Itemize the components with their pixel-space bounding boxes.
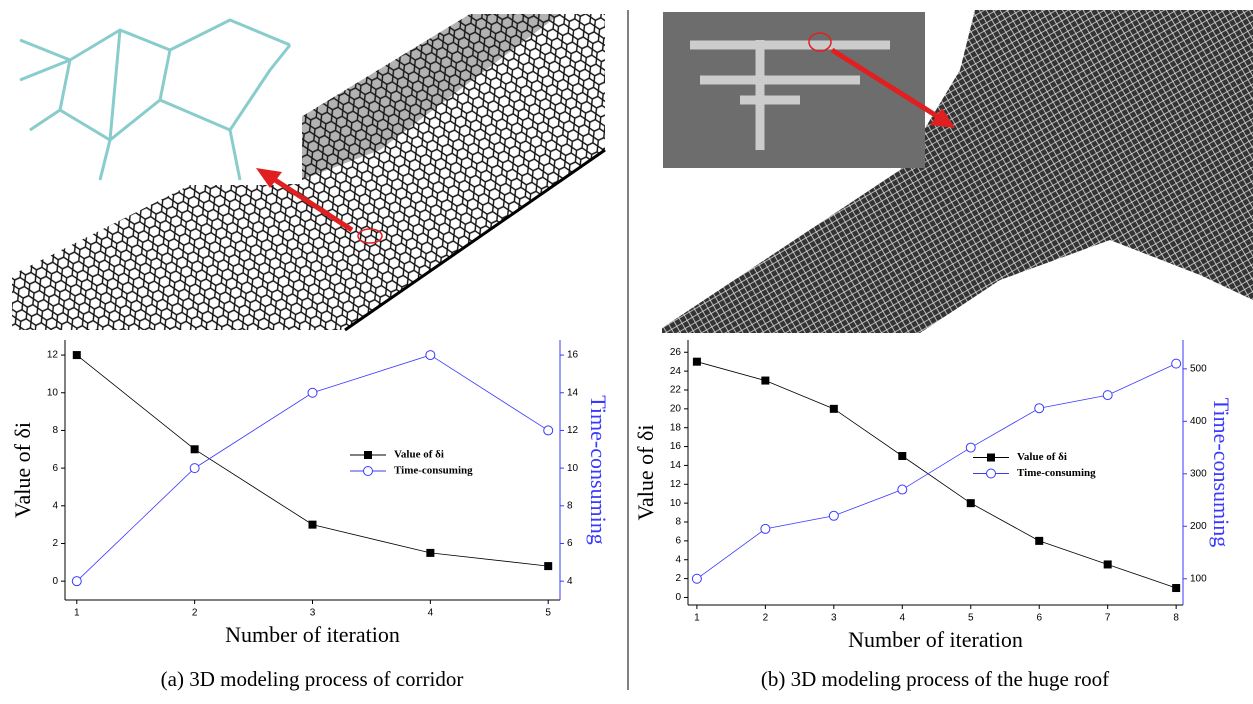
marker xyxy=(898,452,906,460)
x-axis-title: Number of iteration xyxy=(225,622,400,647)
x-tick-label: 3 xyxy=(310,608,316,619)
y2-tick-label: 14 xyxy=(567,387,579,398)
marker xyxy=(1035,537,1043,545)
x-tick-label: 4 xyxy=(428,608,434,619)
y2-tick-label: 12 xyxy=(567,425,579,436)
marker xyxy=(73,351,81,359)
x-tick-label: 2 xyxy=(192,608,198,619)
x-axis-title: Number of iteration xyxy=(848,627,1023,652)
corridor-model xyxy=(12,12,605,330)
y2-tick-label: 6 xyxy=(567,538,573,549)
roof-model xyxy=(662,10,1253,333)
y-tick-label: 12 xyxy=(47,350,59,361)
y2-tick-label: 500 xyxy=(1190,364,1207,375)
x-tick-label: 1 xyxy=(74,608,80,619)
y-tick-label: 26 xyxy=(670,347,682,358)
marker xyxy=(72,577,81,586)
marker xyxy=(1104,560,1112,568)
marker xyxy=(830,405,838,413)
y-axis-title: Value of δi xyxy=(10,422,35,518)
marker xyxy=(967,499,975,507)
y-tick-label: 24 xyxy=(670,366,682,377)
y-tick-label: 0 xyxy=(675,592,681,603)
y2-tick-label: 8 xyxy=(567,500,573,511)
y2-tick-label: 100 xyxy=(1190,573,1207,584)
y2-tick-label: 400 xyxy=(1190,416,1207,427)
marker xyxy=(544,562,552,570)
y-tick-label: 10 xyxy=(670,498,682,509)
y2-axis-title: Time-consuming xyxy=(586,395,611,545)
marker xyxy=(190,464,199,473)
y-tick-label: 6 xyxy=(52,463,58,474)
legend-label: Time-consuming xyxy=(1017,467,1096,479)
x-tick-label: 4 xyxy=(900,613,906,624)
y-tick-label: 4 xyxy=(52,500,58,511)
x-tick-label: 2 xyxy=(763,613,769,624)
y-tick-label: 4 xyxy=(675,554,681,565)
inset-detail xyxy=(12,12,302,184)
legend-label: Value of δi xyxy=(1017,451,1067,463)
x-tick-label: 1 xyxy=(694,613,700,624)
marker xyxy=(1172,584,1180,592)
y2-tick-label: 300 xyxy=(1190,468,1207,479)
marker xyxy=(426,351,435,360)
marker xyxy=(308,388,317,397)
legend-marker xyxy=(364,467,373,476)
y-tick-label: 16 xyxy=(670,441,682,452)
y2-tick-label: 10 xyxy=(567,463,579,474)
y-tick-label: 12 xyxy=(670,479,682,490)
y-tick-label: 2 xyxy=(675,573,681,584)
marker xyxy=(898,485,907,494)
marker xyxy=(693,358,701,366)
y-tick-label: 20 xyxy=(670,403,682,414)
y2-tick-label: 200 xyxy=(1190,521,1207,532)
marker xyxy=(1035,404,1044,413)
x-tick-label: 7 xyxy=(1105,613,1111,624)
x-tick-label: 5 xyxy=(968,613,974,624)
x-tick-label: 8 xyxy=(1173,613,1179,624)
y2-tick-label: 4 xyxy=(567,576,573,587)
marker xyxy=(1103,391,1112,400)
legend-label: Time-consuming xyxy=(394,465,473,477)
legend-label: Value of δi xyxy=(394,449,444,461)
marker xyxy=(426,549,434,557)
marker xyxy=(966,443,975,452)
y-tick-label: 10 xyxy=(47,387,59,398)
y-tick-label: 0 xyxy=(52,576,58,587)
y-tick-label: 2 xyxy=(52,538,58,549)
y2-axis-title: Time-consuming xyxy=(1209,398,1234,548)
marker xyxy=(692,574,701,583)
y-tick-label: 8 xyxy=(675,517,681,528)
y-tick-label: 22 xyxy=(670,385,682,396)
legend-marker xyxy=(987,469,996,478)
x-tick-label: 6 xyxy=(1036,613,1042,624)
x-tick-label: 3 xyxy=(831,613,837,624)
caption: (a) 3D modeling process of corridor xyxy=(161,667,464,691)
marker xyxy=(761,524,770,533)
series-line xyxy=(77,355,548,566)
y-axis-title: Value of δi xyxy=(633,425,658,521)
legend-marker xyxy=(364,451,372,459)
y-tick-label: 6 xyxy=(675,536,681,547)
marker xyxy=(309,521,317,529)
y-tick-label: 8 xyxy=(52,425,58,436)
y-tick-label: 18 xyxy=(670,422,682,433)
marker xyxy=(829,511,838,520)
y2-tick-label: 16 xyxy=(567,350,579,361)
marker xyxy=(544,426,553,435)
marker xyxy=(761,377,769,385)
x-tick-label: 5 xyxy=(545,608,551,619)
roof-photo xyxy=(663,12,925,168)
marker xyxy=(1172,359,1181,368)
marker xyxy=(191,445,199,453)
y-tick-label: 14 xyxy=(670,460,682,471)
caption: (b) 3D modeling process of the huge roof xyxy=(761,667,1109,691)
figure: 0246810124681012141612345Number of itera… xyxy=(0,0,1253,699)
legend-marker xyxy=(987,454,995,462)
